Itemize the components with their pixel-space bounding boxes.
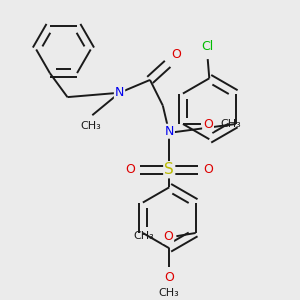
Text: O: O [126, 163, 136, 176]
Text: CH₃: CH₃ [80, 121, 101, 131]
Text: N: N [115, 86, 124, 99]
Text: O: O [203, 118, 213, 130]
Text: O: O [163, 230, 173, 243]
Text: N: N [164, 125, 174, 138]
Text: CH₃: CH₃ [134, 231, 154, 241]
Text: O: O [172, 48, 182, 61]
Text: Cl: Cl [202, 40, 214, 53]
Text: O: O [164, 271, 174, 284]
Text: CH₃: CH₃ [159, 288, 180, 298]
Text: CH₃: CH₃ [220, 119, 241, 129]
Text: O: O [203, 163, 213, 176]
Text: S: S [164, 162, 174, 177]
